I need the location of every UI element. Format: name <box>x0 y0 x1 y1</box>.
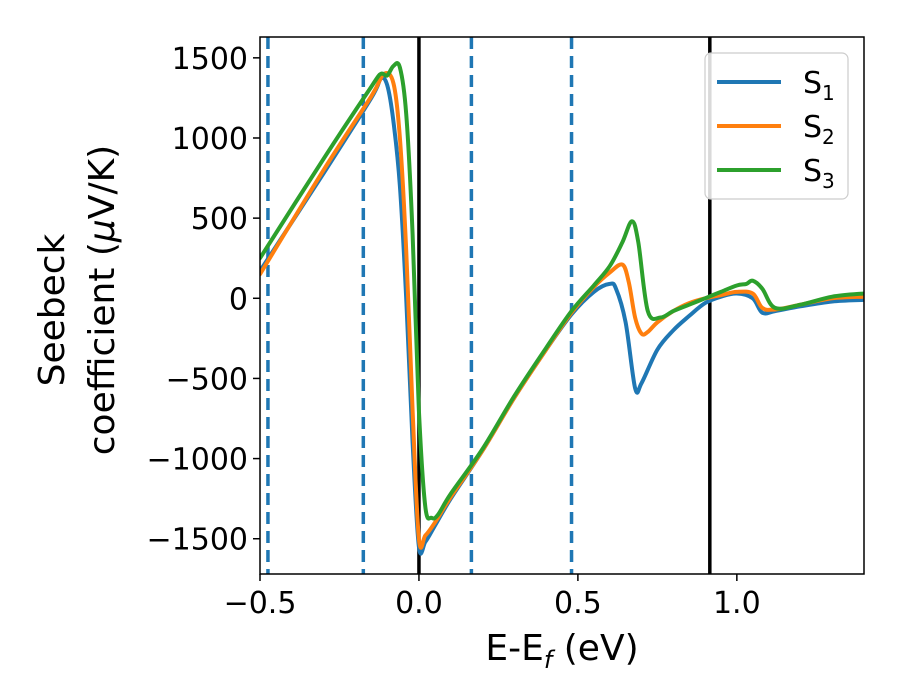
y-axis: −1500 −1000 −500 0 500 1000 1500 <box>147 42 260 558</box>
y-axis-title-line1: Seebeck <box>32 233 73 386</box>
y-axis-title-line2: coefficient (μV/K) <box>82 145 123 455</box>
x-tick-label: −0.5 <box>224 586 297 621</box>
y-tick-label: −1500 <box>147 523 248 558</box>
y-tick-label: 0 <box>229 282 248 317</box>
legend-label-s1: S1 <box>803 66 835 105</box>
legend: S1 S2 S3 <box>704 52 849 200</box>
x-tick-label: 0.0 <box>395 586 443 621</box>
legend-label-s2: S2 <box>803 110 835 149</box>
y-tick-label: −1000 <box>147 443 248 478</box>
y-tick-label: −500 <box>166 362 248 397</box>
y-tick-label: 1500 <box>172 42 248 77</box>
x-axis-title: E-Ef (eV) <box>485 628 638 674</box>
series-line-s3 <box>260 61 864 521</box>
series-lines <box>260 61 864 556</box>
plot-frame <box>259 36 865 575</box>
reference-lines <box>266 37 712 574</box>
x-tick-label: 0.5 <box>554 586 602 621</box>
y-tick-label: 500 <box>191 202 248 237</box>
legend-label-s3: S3 <box>803 154 835 193</box>
x-tick-label: 1.0 <box>713 586 761 621</box>
x-axis: −0.5 0.0 0.5 1.0 <box>224 574 761 621</box>
y-tick-label: 1000 <box>172 122 248 157</box>
